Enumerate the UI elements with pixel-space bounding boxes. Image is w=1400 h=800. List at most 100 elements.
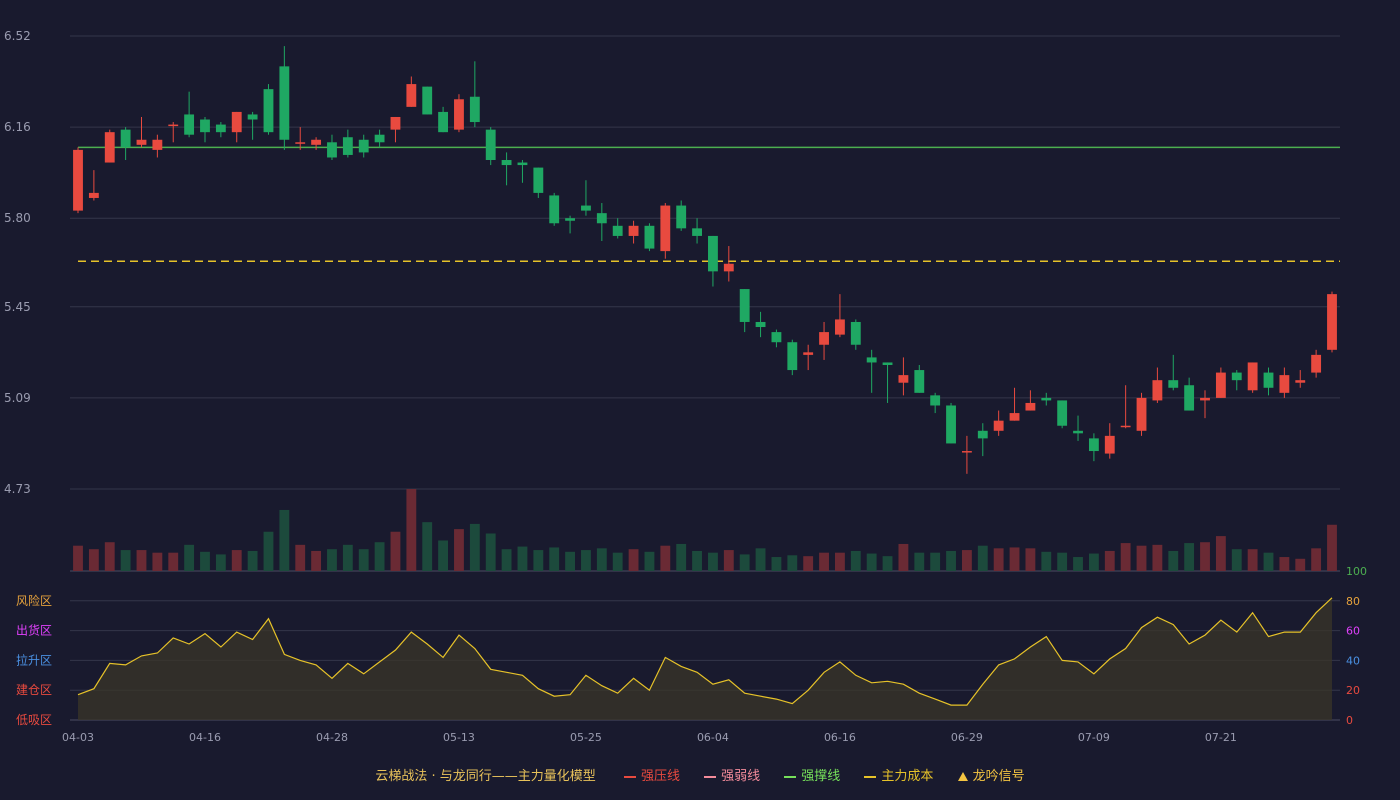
volume-bar [533, 550, 544, 571]
candle-body [755, 321, 766, 328]
candle-body [771, 332, 782, 343]
oscillator-tick-label: 0 [1346, 714, 1353, 727]
volume-bar [73, 545, 83, 571]
volume-bar [1279, 557, 1290, 571]
candle-body [1327, 294, 1337, 350]
volume-bar [501, 549, 512, 571]
volume-bar [1152, 544, 1163, 571]
legend-label: 强弱线 [721, 769, 761, 784]
volume-bar [739, 554, 750, 571]
candle-body [708, 235, 718, 272]
volume-bar [342, 544, 353, 571]
legend-item-main-cost[interactable]: 主力成本 [864, 765, 933, 784]
candle-body [882, 362, 893, 365]
candle-body [1168, 380, 1179, 388]
candle-body [168, 124, 179, 127]
volume-bar [120, 550, 131, 571]
candle-body [279, 66, 290, 140]
volume-bar [977, 545, 988, 571]
volume-bar [1168, 550, 1179, 571]
candle-body [215, 124, 226, 133]
candle-body [596, 213, 607, 224]
candle-body [454, 99, 464, 130]
volume-bar [136, 550, 147, 571]
price-tick-label: 5.45 [4, 300, 31, 314]
oscillator-tick-label: 60 [1346, 625, 1360, 638]
candle-body [422, 86, 433, 115]
volume-bar [961, 550, 972, 571]
oscillator-tick-label: 100 [1346, 565, 1367, 578]
volume-bar [1104, 550, 1115, 571]
candle-body [231, 111, 242, 133]
candle-body [660, 205, 671, 252]
date-tick-label: 07-09 [1078, 731, 1110, 744]
volume-bar [612, 552, 623, 571]
candle-body [1215, 372, 1226, 398]
grid-lines [70, 35, 1340, 721]
candle-body [73, 149, 83, 211]
volume-bar [882, 556, 893, 571]
volume-bar [581, 550, 591, 571]
chart-legend: 云梯战法 · 与龙同行——主力量化模型 强压线 强弱线 强撑线 主力成本 龙吟信… [0, 765, 1400, 784]
triangle-icon [957, 772, 968, 781]
candle-body [549, 195, 560, 224]
legend-item-strength-line[interactable]: 强弱线 [704, 765, 760, 784]
volume-bar [676, 543, 687, 571]
candle-body [1295, 380, 1306, 383]
candle-body [819, 332, 829, 345]
volume-bar [438, 540, 449, 571]
candle-body [1025, 402, 1036, 411]
volume-bar [1263, 552, 1274, 571]
legend-item-strong-pressure[interactable]: 强压线 [623, 765, 680, 784]
legend-item-strong-support[interactable]: 强撑线 [784, 765, 840, 784]
candle-body [501, 160, 512, 166]
volume-bar [1009, 547, 1020, 571]
candle-body [993, 420, 1004, 431]
volume-bar [1215, 536, 1226, 571]
volume-bar [803, 556, 814, 571]
volume-bar [152, 552, 163, 571]
candle-body [247, 114, 258, 120]
candle-body [327, 142, 337, 158]
volume-bar [1295, 558, 1306, 571]
candle-body [1088, 438, 1099, 452]
date-tick-label: 04-03 [62, 731, 94, 744]
candle-body [1231, 372, 1242, 381]
oscillator-tick-label: 80 [1346, 595, 1360, 608]
candle-body [1279, 375, 1290, 393]
candle-body [1311, 354, 1322, 373]
volume-bar [168, 552, 179, 571]
date-tick-label: 04-28 [316, 731, 348, 744]
price-tick-label: 5.80 [4, 211, 31, 225]
candle-body [1200, 397, 1210, 401]
volume-bar [263, 531, 274, 571]
zone-label: 低吸区 [16, 713, 52, 727]
candle-body [723, 263, 734, 272]
volume-bar [88, 549, 99, 571]
volume-bar [422, 522, 433, 571]
price-tick-label: 5.09 [4, 391, 31, 405]
candle-body [533, 167, 544, 193]
volume-bar [993, 548, 1004, 571]
candle-body [850, 321, 861, 345]
candle-body [358, 139, 369, 153]
candle-body [311, 139, 322, 145]
axis-labels: 6.52 6.16 5.80 5.45 5.09 4.73 0 20 40 60 80 100 风险区出… [4, 29, 1367, 744]
candle-body [152, 139, 163, 150]
candle-body [692, 228, 702, 236]
candle-body [1263, 372, 1274, 388]
volume-bar [517, 546, 528, 571]
legend-label: 主力成本 [881, 769, 934, 784]
candle-body [739, 289, 750, 322]
candle-body [946, 405, 956, 444]
candle-body [263, 89, 274, 133]
volume-bar [215, 554, 226, 571]
volume-bar [390, 531, 401, 571]
zone-label: 出货区 [16, 623, 52, 638]
candle-body [1009, 413, 1020, 421]
volume-bar [184, 544, 195, 571]
legend-item-dragon-signal[interactable]: 龙吟信号 [957, 765, 1025, 784]
volume-bar [660, 545, 671, 571]
legend-label: 强撑线 [801, 769, 841, 784]
candle-body [1136, 397, 1147, 431]
